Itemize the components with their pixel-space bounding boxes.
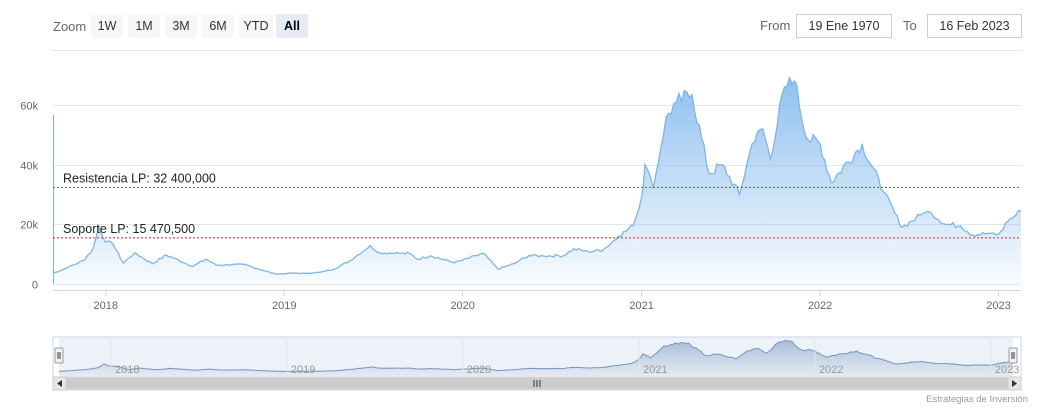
navigator-area	[59, 340, 1013, 377]
series-line	[52, 75, 1022, 275]
zoom-all-button[interactable]: All	[276, 14, 308, 38]
scrollbar[interactable]	[52, 376, 1022, 391]
x-tick-label: 2019	[272, 300, 296, 312]
scroll-right-arrow-icon	[1012, 380, 1017, 387]
navigator-tick-label: 2020	[467, 364, 491, 376]
zoom-1w-button[interactable]: 1W	[91, 14, 123, 38]
x-tick-label: 2021	[629, 300, 653, 312]
plot-line-label: Resistencia LP: 32 400,000	[63, 171, 216, 185]
zoom-1m-button[interactable]: 1M	[128, 14, 160, 38]
navigator-tick-label: 2023	[995, 364, 1019, 376]
navigator-tick-label: 2021	[643, 364, 667, 376]
from-date-input[interactable]: 19 Ene 1970	[796, 14, 892, 38]
x-tick-label: 2023	[986, 300, 1010, 312]
zoom-6m-button[interactable]: 6M	[202, 14, 234, 38]
navigator-selection	[59, 337, 1013, 377]
navigator-line	[58, 339, 1013, 372]
y-tick-label: 0	[32, 280, 38, 292]
x-tick-label: 2022	[808, 300, 832, 312]
series-area	[52, 75, 1022, 284]
y-tick-label: 40k	[20, 161, 38, 173]
range-selector: Zoom 1W 1M 3M 6M YTD All From 19 Ene 197…	[0, 0, 1037, 50]
zoom-ytd-button[interactable]: YTD	[239, 14, 273, 38]
navigator-tick-label: 2018	[115, 364, 139, 376]
credits-text: Estrategias de Inversión	[926, 394, 1028, 405]
axes: 0 20k 40k 60k 2018 2019 2020 2021 2022 2023	[20, 101, 1021, 312]
plot-lines: Resistencia LP: 32 400,000 Soporte LP: 15…	[53, 171, 1021, 239]
from-label: From	[760, 18, 791, 33]
to-date-input[interactable]: 16 Feb 2023	[927, 14, 1022, 38]
navigator-handle	[1008, 347, 1018, 364]
navigator[interactable]: 2018 2019 2020 2021 2022 2023	[52, 336, 1022, 378]
navigator-tick-label: 2019	[291, 364, 315, 376]
scroll-left-arrow-icon	[57, 380, 62, 387]
navigator-handle	[54, 347, 64, 364]
y-tick-label: 20k	[20, 220, 38, 232]
zoom-3m-button[interactable]: 3M	[165, 14, 197, 38]
y-tick-label: 60k	[20, 101, 38, 113]
series-area-fill	[53, 77, 1021, 284]
x-tick-label: 2018	[94, 300, 118, 312]
zoom-label: Zoom	[53, 19, 87, 34]
to-label: To	[903, 18, 917, 33]
navigator-tick-label: 2022	[819, 364, 843, 376]
plot-line-label: Soporte LP: 15 470,500	[63, 222, 195, 236]
x-tick-label: 2020	[450, 300, 474, 312]
